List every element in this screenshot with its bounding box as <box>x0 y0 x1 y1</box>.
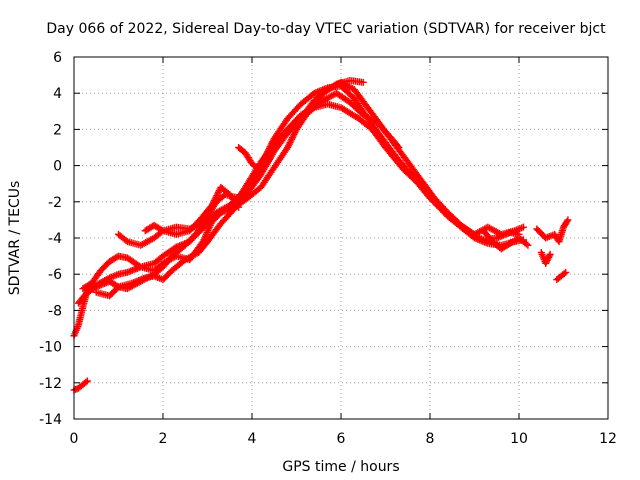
data-points-layer <box>70 77 572 394</box>
chart-title: Day 066 of 2022, Sidereal Day-to-day VTE… <box>46 21 606 37</box>
y-tick-label: 4 <box>53 86 62 102</box>
y-tick-label: 2 <box>53 122 62 138</box>
data-point <box>546 250 554 258</box>
y-axis-label: SDTVAR / TECUs <box>7 181 23 296</box>
y-tick-label: -14 <box>39 412 62 428</box>
series-track-c <box>79 77 367 293</box>
series-track-h <box>533 216 572 267</box>
data-point <box>82 378 90 386</box>
y-tick-label: 0 <box>53 159 62 175</box>
x-tick-label: 4 <box>248 431 257 447</box>
grid-layer <box>74 57 608 419</box>
data-point <box>266 154 274 162</box>
data-point <box>91 284 99 292</box>
data-point <box>359 78 367 86</box>
data-point <box>235 203 243 211</box>
data-point <box>545 252 553 260</box>
data-point <box>234 202 242 210</box>
y-tick-label: -2 <box>48 195 62 211</box>
series-track-g <box>235 144 274 175</box>
x-tick-label: 0 <box>70 431 79 447</box>
data-point <box>265 156 273 164</box>
series-track-f <box>141 183 243 238</box>
series-track-i <box>479 227 532 253</box>
data-point <box>395 144 403 151</box>
x-tick-label: 2 <box>159 431 168 447</box>
series-track-k <box>553 268 570 284</box>
x-tick-label: 6 <box>337 431 346 447</box>
x-tick-label: 12 <box>599 431 617 447</box>
data-point <box>83 377 91 385</box>
y-tick-label: -12 <box>39 376 62 392</box>
data-point <box>519 223 527 231</box>
data-point <box>524 241 532 249</box>
data-point <box>394 142 402 150</box>
data-point <box>563 217 571 225</box>
y-tick-label: -4 <box>48 231 62 247</box>
data-point <box>135 262 143 270</box>
x-tick-label: 10 <box>510 431 528 447</box>
y-tick-label: -8 <box>48 303 62 319</box>
data-point <box>564 216 572 224</box>
data-point <box>562 268 570 276</box>
y-tick-label: -10 <box>39 340 62 356</box>
x-tick-label: 8 <box>426 431 435 447</box>
tick-layer: 0 2 4 6 8 10 12 -14 -12 -10 -8 -6 -4 -2 0 2 4 6 <box>39 50 617 447</box>
data-point <box>560 270 568 278</box>
y-tick-label: -6 <box>48 267 62 283</box>
data-point <box>158 226 166 234</box>
y-tick-label: 6 <box>53 50 62 66</box>
x-axis-label: GPS time / hours <box>282 459 399 475</box>
data-point <box>522 240 530 248</box>
